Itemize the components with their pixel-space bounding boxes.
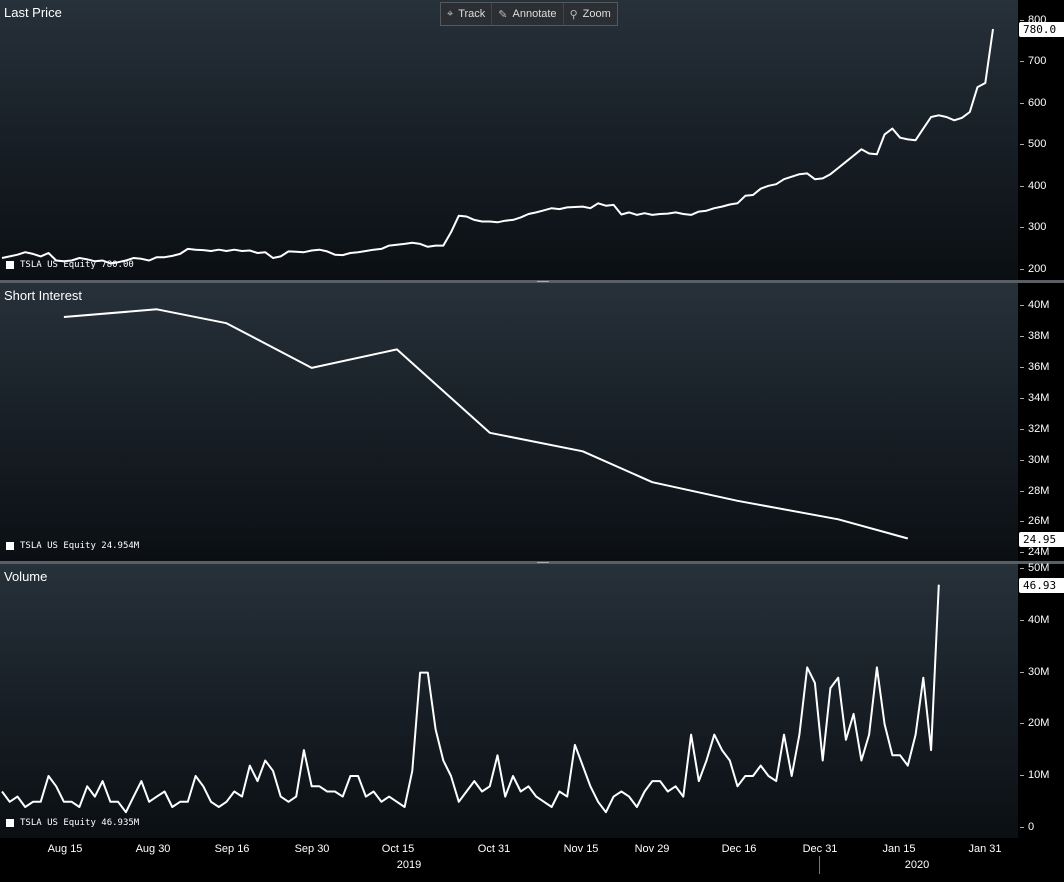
- volume-pane[interactable]: Volume TSLA US Equity 46.935M: [0, 564, 1018, 838]
- price-y-tick-label: 400: [1019, 179, 1047, 192]
- short-interest-y-axis: [1018, 283, 1064, 561]
- price-pane-title: Last Price: [4, 5, 62, 20]
- chart-toolbar: ⌖ Track ✎ Annotate ⚲ Zoom: [440, 2, 618, 26]
- x-tick-label: Dec 16: [721, 843, 757, 855]
- volume-y-tick-label: 50M: [1019, 562, 1050, 575]
- volume-y-tick-label: 20M: [1019, 717, 1050, 730]
- short-interest-y-tick-label: 32M: [1019, 422, 1050, 435]
- short-interest-last-value-tag: 24.95: [1019, 531, 1064, 547]
- short-interest-y-tick-label: 36M: [1019, 360, 1050, 373]
- short-interest-y-tick-label: 34M: [1019, 391, 1050, 404]
- magnifier-icon: ⚲: [569, 8, 578, 21]
- track-button[interactable]: ⌖ Track: [441, 3, 493, 25]
- short-interest-y-tick-label: 38M: [1019, 330, 1050, 343]
- crosshair-icon: ⌖: [447, 7, 454, 20]
- x-tick-label: Aug 15: [47, 843, 83, 855]
- short-interest-legend-label: TSLA US Equity 24.954M: [20, 541, 140, 551]
- x-tick-label: Aug 30: [135, 843, 171, 855]
- pane-divider-1[interactable]: [0, 280, 1064, 283]
- short-interest-series-line: [63, 308, 909, 540]
- pencil-icon: ✎: [498, 8, 508, 21]
- volume-pane-title: Volume: [4, 569, 48, 584]
- volume-y-tick-label: 30M: [1019, 665, 1050, 678]
- price-y-tick-label: 600: [1019, 96, 1047, 109]
- price-last-value-tag: 780.0: [1019, 22, 1064, 38]
- year-separator: [819, 856, 820, 874]
- short-interest-y-tick-label: 30M: [1019, 453, 1050, 466]
- zoom-button[interactable]: ⚲ Zoom: [564, 3, 617, 25]
- legend-swatch: [6, 819, 14, 827]
- x-year-label: 2020: [904, 859, 930, 871]
- legend-swatch: [6, 261, 14, 269]
- short-interest-y-tick-label: 24M: [1019, 546, 1050, 559]
- volume-y-tick-label: 0: [1019, 820, 1035, 833]
- x-tick-label: Dec 31: [802, 843, 838, 855]
- price-y-tick-label: 700: [1019, 55, 1047, 68]
- legend-swatch: [6, 542, 14, 550]
- x-tick-label: Oct 31: [477, 843, 511, 855]
- price-pane[interactable]: Last Price TSLA US Equity 780.00: [0, 0, 1018, 280]
- short-interest-y-tick-label: 28M: [1019, 484, 1050, 497]
- x-year-label: 2019: [396, 859, 422, 871]
- short-interest-y-tick-label: 26M: [1019, 515, 1050, 528]
- price-y-tick-label: 500: [1019, 138, 1047, 151]
- x-tick-label: Nov 29: [634, 843, 670, 855]
- volume-y-axis: [1018, 564, 1064, 838]
- price-series-line: [1, 28, 994, 265]
- short-interest-y-tick-label: 40M: [1019, 299, 1050, 312]
- volume-y-tick-label: 40M: [1019, 613, 1050, 626]
- volume-legend-label: TSLA US Equity 46.935M: [20, 818, 140, 828]
- short-interest-pane-title: Short Interest: [4, 288, 83, 303]
- track-label: Track: [458, 8, 486, 20]
- short-interest-pane[interactable]: Short Interest TSLA US Equity 24.954M: [0, 283, 1018, 561]
- x-axis: Aug 15 Aug 30 Sep 16 Sep 30 Oct 15 Oct 31 Nov …: [0, 838, 1018, 882]
- annotate-button[interactable]: ✎ Annotate: [492, 3, 564, 25]
- price-y-axis: [1018, 0, 1064, 280]
- annotate-label: Annotate: [512, 8, 557, 20]
- price-y-tick-label: 800: [1019, 13, 1047, 26]
- x-tick-label: Sep 16: [214, 843, 250, 855]
- volume-series-line: [1, 584, 940, 814]
- x-tick-label: Jan 31: [968, 843, 1002, 855]
- x-tick-label: Sep 30: [294, 843, 330, 855]
- zoom-label: Zoom: [582, 8, 611, 20]
- price-legend-label: TSLA US Equity 780.00: [20, 260, 134, 270]
- volume-y-tick-label: 10M: [1019, 768, 1050, 781]
- volume-legend: TSLA US Equity 46.935M: [6, 818, 139, 828]
- x-tick-label: Oct 15: [381, 843, 415, 855]
- pane-divider-2[interactable]: [0, 561, 1064, 564]
- volume-last-value-tag: 46.93: [1019, 577, 1064, 593]
- x-tick-label: Nov 15: [563, 843, 599, 855]
- price-y-tick-label: 200: [1019, 262, 1047, 275]
- x-tick-label: Jan 15: [882, 843, 916, 855]
- price-legend: TSLA US Equity 780.00: [6, 260, 134, 270]
- short-interest-legend: TSLA US Equity 24.954M: [6, 541, 139, 551]
- price-y-tick-label: 300: [1019, 221, 1047, 234]
